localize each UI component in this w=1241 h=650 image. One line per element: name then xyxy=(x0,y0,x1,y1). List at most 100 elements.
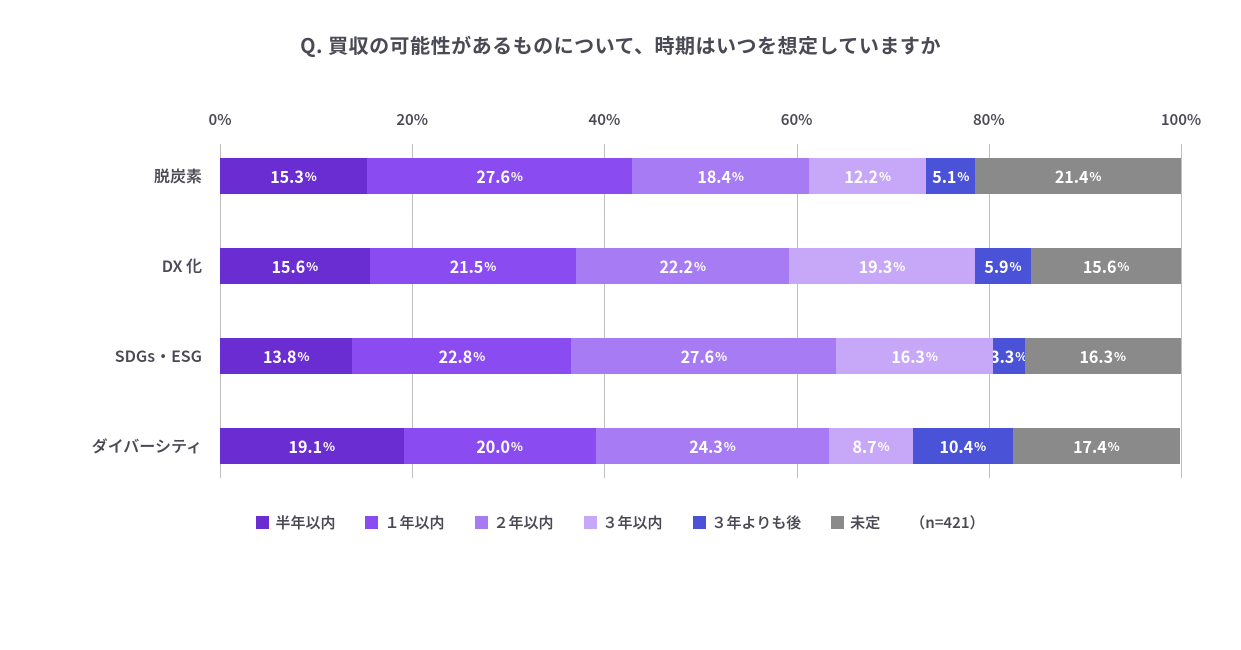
bar-segment: 22.8% xyxy=(352,338,571,374)
plot-col: 15.3%27.6%18.4%12.2%5.1%21.4%15.6%21.5%2… xyxy=(220,143,1181,478)
bar-segment: 21.5% xyxy=(370,248,576,284)
bar-row: 15.3%27.6%18.4%12.2%5.1%21.4% xyxy=(220,158,1181,194)
bar-segment-value: 5.1 xyxy=(932,164,956,188)
bar-segment: 16.3% xyxy=(1025,338,1181,374)
bar-segment-value: 27.6 xyxy=(476,164,510,188)
legend-swatch xyxy=(831,516,844,529)
bar-segment-value: 22.8 xyxy=(439,344,473,368)
category-label: DX 化 xyxy=(60,247,202,283)
percent-sign: % xyxy=(1114,347,1126,365)
bar-segment-value: 22.2 xyxy=(659,254,693,278)
bar-segment-value: 10.4 xyxy=(940,434,974,458)
percent-sign: % xyxy=(724,437,736,455)
legend-label: ２年以内 xyxy=(494,512,554,533)
bar-segment-value: 3.3 xyxy=(993,344,1014,368)
chart-title: Q. 買収の可能性があるものについて、時期はいつを想定していますか xyxy=(0,30,1241,59)
bar-segment-value: 5.9 xyxy=(984,254,1008,278)
legend-item: ２年以内 xyxy=(475,512,554,533)
legend-swatch xyxy=(584,516,597,529)
percent-sign: % xyxy=(511,167,523,185)
bar-segment-value: 21.4 xyxy=(1055,164,1089,188)
percent-sign: % xyxy=(893,257,905,275)
category-label: SDGs・ESG xyxy=(60,337,202,373)
bar-segment: 19.1% xyxy=(220,428,404,464)
bar-segment: 17.4% xyxy=(1013,428,1180,464)
bar-row: 13.8%22.8%27.6%16.3%3.3%16.3% xyxy=(220,338,1181,374)
legend-item: ３年よりも後 xyxy=(693,512,802,533)
bar-segment: 18.4% xyxy=(632,158,809,194)
bar-segment-value: 13.8 xyxy=(263,344,297,368)
bar-segment: 15.6% xyxy=(220,248,370,284)
percent-sign: % xyxy=(298,347,310,365)
x-axis-tick-label: 0% xyxy=(209,109,232,130)
bar-segment: 13.8% xyxy=(220,338,352,374)
percent-sign: % xyxy=(323,437,335,455)
chart-page: Q. 買収の可能性があるものについて、時期はいつを想定していますか 0%20%4… xyxy=(0,0,1241,650)
bar-segment-value: 16.3 xyxy=(1079,344,1113,368)
legend-swatch xyxy=(365,516,378,529)
bar-segment: 5.1% xyxy=(926,158,975,194)
category-label: 脱炭素 xyxy=(60,157,202,193)
bar-segment: 16.3% xyxy=(836,338,992,374)
x-axis-tick-label: 60% xyxy=(781,109,813,130)
plot-area: 15.3%27.6%18.4%12.2%5.1%21.4%15.6%21.5%2… xyxy=(220,143,1181,478)
x-axis-tick-label: 100% xyxy=(1161,109,1201,130)
percent-sign: % xyxy=(473,347,485,365)
bar-segment: 27.6% xyxy=(571,338,836,374)
gridline xyxy=(1181,144,1182,478)
bar-segment: 10.4% xyxy=(913,428,1013,464)
bar-segment-value: 21.5 xyxy=(450,254,484,278)
bar-segment: 5.9% xyxy=(975,248,1032,284)
legend-label: １年以内 xyxy=(384,512,444,533)
x-axis-tick-label: 40% xyxy=(589,109,621,130)
bars-container: 15.3%27.6%18.4%12.2%5.1%21.4%15.6%21.5%2… xyxy=(220,144,1181,478)
bar-segment-value: 27.6 xyxy=(681,344,715,368)
x-axis-labels-col: 0%20%40%60%80%100% xyxy=(220,109,1181,143)
percent-sign: % xyxy=(1015,347,1024,365)
percent-sign: % xyxy=(305,167,317,185)
bar-segment: 15.6% xyxy=(1031,248,1181,284)
bar-segment-value: 16.3 xyxy=(891,344,925,368)
bar-segment: 27.6% xyxy=(367,158,632,194)
legend-swatch xyxy=(475,516,488,529)
bar-segment: 19.3% xyxy=(789,248,974,284)
percent-sign: % xyxy=(957,167,969,185)
percent-sign: % xyxy=(306,257,318,275)
bar-segment: 3.3% xyxy=(993,338,1025,374)
bar-segment-value: 17.4 xyxy=(1073,434,1107,458)
legend-item: ３年以内 xyxy=(584,512,663,533)
percent-sign: % xyxy=(878,437,890,455)
percent-sign: % xyxy=(694,257,706,275)
bar-segment-value: 20.0 xyxy=(476,434,510,458)
legend-label: 半年以内 xyxy=(275,512,335,533)
percent-sign: % xyxy=(484,257,496,275)
bar-row: 19.1%20.0%24.3%8.7%10.4%17.4% xyxy=(220,428,1181,464)
x-axis-labels: 0%20%40%60%80%100% xyxy=(220,109,1181,133)
bar-segment: 22.2% xyxy=(576,248,789,284)
legend-item: 未定 xyxy=(831,512,880,533)
legend-swatch xyxy=(693,516,706,529)
y-axis-labels: 脱炭素DX 化SDGs・ESGダイバーシティ xyxy=(60,143,220,478)
bar-segment: 20.0% xyxy=(404,428,596,464)
bar-segment: 15.3% xyxy=(220,158,367,194)
x-axis-tick-label: 80% xyxy=(973,109,1005,130)
bar-segment: 12.2% xyxy=(809,158,926,194)
percent-sign: % xyxy=(732,167,744,185)
legend: 半年以内 １年以内 ２年以内 ３年以内 ３年よりも後 未定 （n=421） xyxy=(60,512,1181,533)
legend-swatch xyxy=(256,516,269,529)
percent-sign: % xyxy=(974,437,986,455)
legend-item: 半年以内 xyxy=(256,512,335,533)
bar-segment: 21.4% xyxy=(975,158,1181,194)
legend-label: ３年以内 xyxy=(603,512,663,533)
bar-segment: 8.7% xyxy=(829,428,913,464)
percent-sign: % xyxy=(879,167,891,185)
plot-row: 脱炭素DX 化SDGs・ESGダイバーシティ 15.3%27.6%18.4%12… xyxy=(60,143,1181,478)
bar-segment-value: 12.2 xyxy=(844,164,878,188)
bar-segment-value: 15.3 xyxy=(270,164,304,188)
bar-segment-value: 15.6 xyxy=(1083,254,1117,278)
bar-segment-value: 8.7 xyxy=(852,434,876,458)
legend-n: （n=421） xyxy=(910,512,984,533)
bar-segment: 24.3% xyxy=(596,428,830,464)
legend-label: 未定 xyxy=(850,512,880,533)
percent-sign: % xyxy=(1009,257,1021,275)
